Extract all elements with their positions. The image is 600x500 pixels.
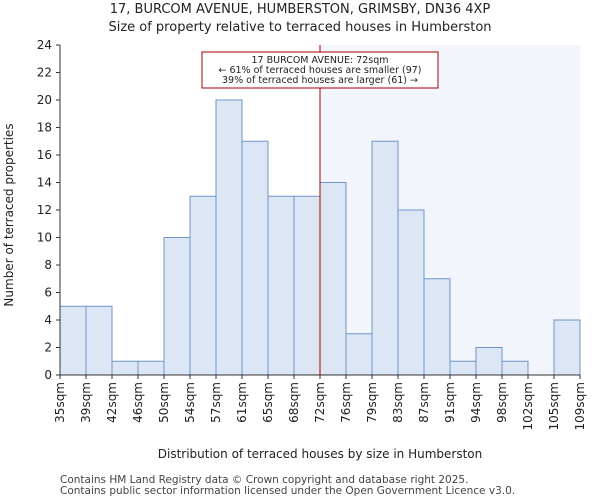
x-tick-label: 83sqm: [391, 382, 405, 423]
bar-42sqm: [111, 360, 139, 376]
y-tick-label: 22: [37, 66, 52, 80]
x-tick-label: 50sqm: [157, 382, 171, 423]
footer-line-2: Contains public sector information licen…: [60, 485, 516, 497]
bar-105sqm: [553, 319, 581, 376]
y-tick-label: 20: [37, 93, 52, 107]
x-tick-label: 65sqm: [261, 382, 275, 423]
x-tick-label: 39sqm: [79, 382, 93, 423]
footer-line-1: Contains HM Land Registry data © Crown c…: [60, 474, 469, 486]
x-tick-label: 87sqm: [417, 382, 431, 423]
bar-83sqm: [397, 209, 425, 376]
bar-54sqm: [189, 195, 217, 376]
chart-subtitle: Size of property relative to terraced ho…: [108, 20, 492, 35]
bar-65sqm: [267, 195, 295, 376]
bar-91sqm: [449, 360, 477, 376]
x-axis-label: Distribution of terraced houses by size …: [158, 447, 483, 461]
y-tick-label: 8: [44, 258, 52, 272]
bar-35sqm: [59, 305, 87, 376]
bar-98sqm: [501, 360, 529, 376]
x-tick-label: 57sqm: [209, 382, 223, 423]
x-tick-label: 98sqm: [495, 382, 509, 423]
x-tick-label: 79sqm: [365, 382, 379, 423]
annotation-line-1: 17 BURCOM AVENUE: 72sqm: [251, 55, 388, 66]
bar-46sqm: [137, 360, 165, 376]
x-tick-label: 68sqm: [287, 382, 301, 423]
y-tick-label: 12: [37, 203, 52, 217]
annotation-line-2: ← 61% of terraced houses are smaller (97…: [218, 65, 421, 76]
y-tick-label: 6: [44, 286, 52, 300]
x-tick-label: 94sqm: [469, 382, 483, 423]
x-tick-label: 72sqm: [313, 382, 327, 423]
chart-title: 17, BURCOM AVENUE, HUMBERSTON, GRIMSBY, …: [109, 2, 491, 17]
y-tick-label: 14: [37, 176, 52, 190]
bar-39sqm: [85, 305, 113, 376]
x-tick-label: 54sqm: [183, 382, 197, 423]
bar-94sqm: [475, 347, 503, 376]
x-tick-label: 105sqm: [547, 382, 561, 430]
y-tick-label: 24: [37, 38, 52, 52]
x-tick-label: 102sqm: [521, 382, 535, 430]
x-tick-label: 76sqm: [339, 382, 353, 423]
bar-87sqm: [423, 278, 451, 376]
x-tick-label: 61sqm: [235, 382, 249, 423]
y-tick-label: 16: [37, 148, 52, 162]
annotation-line-3: 39% of terraced houses are larger (61) →: [222, 75, 418, 86]
y-axis-label: Number of terraced properties: [2, 123, 16, 306]
bar-57sqm: [215, 99, 243, 376]
bar-79sqm: [371, 140, 399, 376]
annotation-box: [201, 51, 439, 89]
x-tick-label: 46sqm: [131, 382, 145, 423]
y-tick-label: 10: [37, 231, 52, 245]
bar-76sqm: [345, 333, 373, 376]
x-tick-label: 42sqm: [105, 382, 119, 423]
bar-50sqm: [163, 237, 191, 376]
y-tick-label: 0: [44, 368, 52, 382]
x-tick-label: 109sqm: [573, 382, 587, 430]
y-tick-label: 4: [44, 313, 52, 327]
y-tick-label: 2: [44, 341, 52, 355]
bar-72sqm: [319, 182, 347, 376]
x-tick-label: 35sqm: [53, 382, 67, 423]
bar-68sqm: [293, 195, 321, 376]
x-tick-label: 91sqm: [443, 382, 457, 423]
y-tick-label: 18: [37, 121, 52, 135]
bar-61sqm: [241, 140, 269, 376]
